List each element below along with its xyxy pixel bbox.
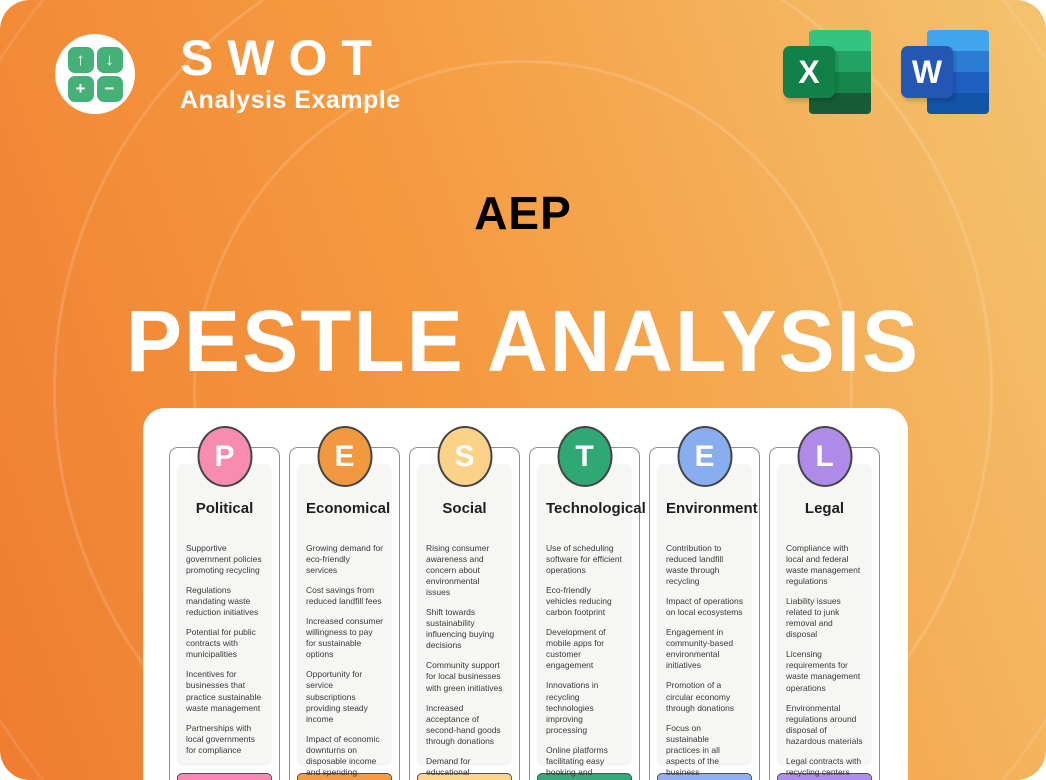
pestle-column: E Economical Growing demand for eco-frie…: [289, 426, 400, 780]
column-item: Liability issues related to junk removal…: [786, 596, 841, 640]
column-color-bar: [297, 773, 392, 780]
column-items: Rising consumer awareness and concern ab…: [426, 543, 503, 780]
column-item: Impact of economic downturns on disposab…: [306, 733, 380, 777]
brand-block: SWOT Analysis Example: [180, 32, 401, 115]
column-item: Supportive government policies promoting…: [186, 543, 262, 576]
column-color-bar: [177, 773, 272, 780]
column-panel: Social Rising consumer awareness and con…: [417, 464, 512, 780]
column-title: Economical: [306, 500, 391, 517]
column-item: Impact of operations on local ecosystems: [666, 596, 744, 618]
column-item: Environmental regulations around disposa…: [786, 702, 863, 746]
column-color-bar: [777, 773, 872, 780]
word-icon[interactable]: W: [901, 30, 996, 116]
arrow-down-icon: ↓: [96, 46, 123, 73]
column-item: Increased acceptance of second-hand good…: [426, 702, 501, 746]
column-items: Compliance with local and federal waste …: [786, 543, 863, 780]
minus-icon: −: [96, 75, 123, 102]
column-item: Promotion of a circular economy through …: [666, 680, 735, 713]
column-items: Growing demand for eco-friendly services…: [306, 543, 383, 778]
column-item: Growing demand for eco-friendly services: [306, 543, 384, 576]
column-item: Regulations mandating waste reduction in…: [186, 585, 259, 618]
column-letter-badge: T: [557, 426, 612, 487]
pestle-columns: P Political Supportive government polici…: [169, 426, 882, 780]
brand-title: SWOT: [180, 30, 386, 86]
column-item: Engagement in community-based environmen…: [666, 627, 734, 671]
page-title: PESTLE ANALYSIS: [126, 292, 920, 390]
column-panel: Economical Growing demand for eco-friend…: [297, 464, 392, 777]
column-letter-badge: S: [437, 426, 492, 487]
pestle-column: S Social Rising consumer awareness and c…: [409, 426, 520, 780]
column-title: Political: [195, 500, 254, 517]
brand-subtitle: Analysis Example: [180, 85, 401, 114]
column-title: Legal: [804, 500, 845, 517]
column-item: Shift towards sustainability influencing…: [426, 607, 495, 651]
column-items: Contribution to reduced landfill waste t…: [666, 543, 743, 778]
column-item: Legal contracts with recycling centers a…: [786, 755, 862, 780]
plus-icon: +: [67, 75, 94, 102]
pestle-column: P Political Supportive government polici…: [169, 426, 280, 780]
column-panel: Technological Use of scheduling software…: [537, 464, 646, 780]
column-item: Eco-friendly vehicles reducing carbon fo…: [546, 585, 612, 618]
column-item: Cost savings from reduced landfill fees: [306, 585, 382, 607]
column-panel: Environment Contribution to reduced land…: [657, 464, 758, 777]
column-color-bar: [417, 773, 512, 780]
pestle-column: T Technological Use of scheduling softwa…: [529, 426, 646, 780]
column-letter-badge: E: [677, 426, 732, 487]
column-item: Licensing requirements for waste managem…: [786, 649, 861, 693]
column-item: Compliance with local and federal waste …: [786, 543, 861, 587]
pestle-column: E Environment Contribution to reduced la…: [649, 426, 760, 780]
column-title: Technological: [546, 500, 646, 517]
column-color-bar: [657, 773, 752, 780]
column-color-bar: [537, 773, 632, 780]
column-item: Focus on sustainable practices in all as…: [666, 722, 720, 777]
column-panel: Legal Compliance with local and federal …: [777, 464, 872, 780]
column-panel: Political Supportive government policies…: [177, 464, 272, 766]
column-item: Contribution to reduced landfill waste t…: [666, 543, 724, 587]
column-items: Supportive government policies promoting…: [186, 543, 263, 756]
column-item: Demand for educational resources on wast…: [426, 755, 500, 780]
column-item: Community support for local businesses w…: [426, 660, 503, 693]
arrow-up-icon: ↑: [67, 46, 94, 73]
calculator-icon: ↑ ↓ + −: [67, 46, 123, 102]
column-letter-badge: P: [197, 426, 252, 487]
column-letter-badge: E: [317, 426, 372, 487]
excel-letter: X: [783, 46, 835, 98]
column-item: Partnerships with local governments for …: [186, 722, 255, 755]
column-item: Increased consumer willingness to pay fo…: [306, 616, 384, 660]
company-name: AEP: [474, 187, 572, 239]
column-item: Potential for public contracts with muni…: [186, 627, 256, 660]
column-item: Opportunity for service subscriptions pr…: [306, 669, 368, 724]
column-items: Use of scheduling software for efficient…: [546, 543, 623, 780]
word-letter: W: [901, 46, 953, 98]
column-item: Use of scheduling software for efficient…: [546, 543, 622, 576]
swot-logo: ↑ ↓ + −: [55, 34, 135, 114]
excel-icon[interactable]: X: [783, 30, 878, 116]
column-item: Incentives for businesses that practice …: [186, 669, 262, 713]
column-title: Environment: [666, 500, 758, 517]
pestle-card: P Political Supportive government polici…: [143, 408, 908, 780]
column-item: Development of mobile apps for customer …: [546, 627, 606, 671]
column-letter-badge: L: [797, 426, 852, 487]
column-item: Online platforms facilitating easy booki…: [546, 744, 608, 780]
pestle-column: L Legal Compliance with local and federa…: [769, 426, 880, 780]
column-item: Rising consumer awareness and concern ab…: [426, 543, 490, 598]
column-title: Social: [442, 500, 487, 517]
column-item: Innovations in recycling technologies im…: [546, 680, 599, 735]
